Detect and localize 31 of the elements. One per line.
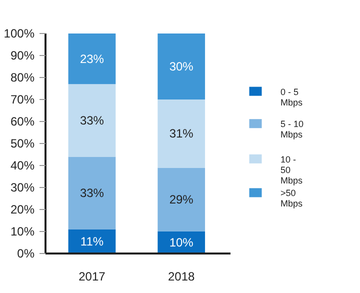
data-label: 23% <box>80 52 104 66</box>
bar <box>158 34 206 100</box>
legend-label: 0 - 5 Mbps <box>280 86 304 108</box>
legend-label: 5 - 10 Mbps <box>280 119 304 140</box>
y-tick-label: 70% <box>10 92 35 106</box>
data-label: 11% <box>80 234 104 248</box>
y-tick-label: 40% <box>10 158 35 172</box>
legend-label: 10 - 50 Mbps <box>280 154 304 186</box>
data-label: 10% <box>169 236 194 250</box>
x-tick-label: 2017 <box>78 270 106 284</box>
y-tick-label: 80% <box>10 70 35 84</box>
data-label: 29% <box>169 192 194 207</box>
bar <box>158 100 206 168</box>
legend-label: >50 Mbps <box>280 188 304 209</box>
y-tick-label: 60% <box>10 114 35 128</box>
data-label: 31% <box>169 126 194 141</box>
bar <box>68 84 116 157</box>
y-tick-label: 20% <box>10 202 35 216</box>
y-tick-label: 30% <box>10 180 35 194</box>
data-label: 33% <box>80 113 104 128</box>
data-label: 30% <box>169 60 194 74</box>
y-tick-label: 90% <box>10 48 35 62</box>
bar <box>158 168 206 232</box>
bar <box>68 34 116 84</box>
y-tick-label: 0% <box>17 246 35 260</box>
data-label: 33% <box>80 186 104 200</box>
y-tick-label: 10% <box>10 224 35 238</box>
x-tick-label: 2018 <box>168 270 196 284</box>
bar <box>68 156 116 230</box>
y-tick-label: 50% <box>10 136 35 150</box>
y-tick-label: 100% <box>4 26 35 40</box>
